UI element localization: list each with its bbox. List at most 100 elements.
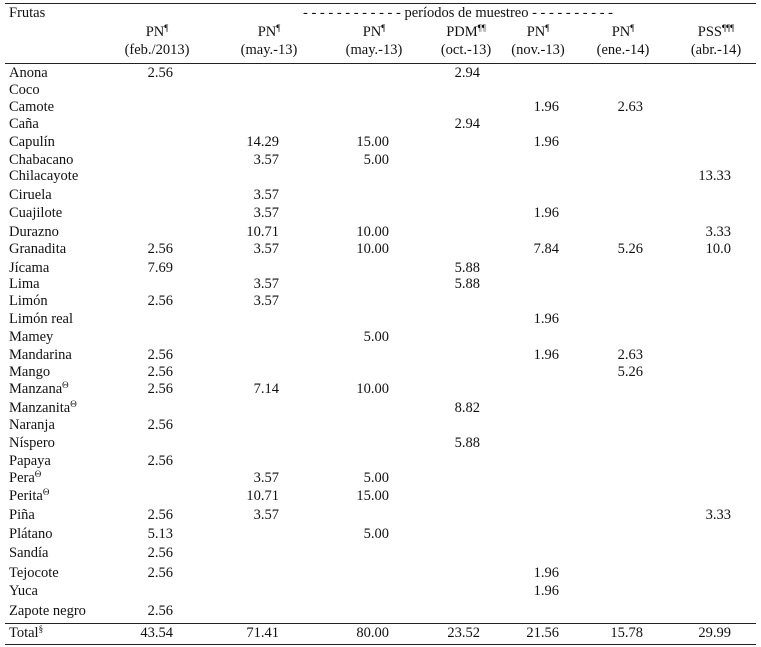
table-cell: 1.96 <box>533 311 559 327</box>
fruit-name: Cuajilote <box>9 205 62 221</box>
table-cell: 5.00 <box>363 470 389 486</box>
column-title: PDM <box>446 24 478 40</box>
table-cell: 2.56 <box>147 241 173 257</box>
fruit-label: Zapote negro <box>9 603 86 619</box>
fruit-name: Limón <box>9 293 48 309</box>
table-cell: 15.78 <box>610 625 643 641</box>
bottom-rule <box>5 644 756 645</box>
table-cell: 1.96 <box>533 205 559 221</box>
column-title: PN <box>362 24 382 40</box>
fruit-name: Capulín <box>9 134 55 150</box>
fruit-name: Mango <box>9 364 50 380</box>
fruit-label: Piña <box>9 507 35 523</box>
fruit-name: Lima <box>9 276 40 292</box>
column-footnote-mark: ¶¶¶ <box>721 23 735 33</box>
table-cell: 7.69 <box>147 260 173 276</box>
fruit-label: Chabacano <box>9 152 74 168</box>
fruit-name: Chilacayote <box>9 168 78 184</box>
table-cell: 7.84 <box>533 241 559 257</box>
column-period: (abr.-14) <box>690 42 742 58</box>
table-cell: 3.57 <box>253 205 279 221</box>
table-cell: 10.00 <box>356 241 389 257</box>
fruit-name: Limón real <box>9 311 73 327</box>
table-cell: 3.57 <box>253 293 279 309</box>
fruit-label: Total <box>9 625 39 641</box>
table-cell: 5.88 <box>454 435 480 451</box>
fruit-label: Pera <box>9 470 35 486</box>
footnote-mark: Θ <box>62 380 69 390</box>
column-footnote-mark: ¶ <box>381 23 386 33</box>
fruit-name: Mamey <box>9 329 53 345</box>
table-cell: 71.41 <box>246 625 279 641</box>
table-cell: 2.63 <box>617 99 643 115</box>
table-cell: 43.54 <box>140 625 173 641</box>
fruit-name: Tejocote <box>9 565 59 581</box>
fruit-name: Ciruela <box>9 187 52 203</box>
fruit-name: Piña <box>9 507 35 523</box>
fruit-name: Sandía <box>9 545 48 561</box>
fruit-label: Mamey <box>9 329 54 345</box>
fruit-label: Caña <box>9 116 39 132</box>
stub-header: Frutas <box>9 5 46 21</box>
fruit-label: Camote <box>9 99 55 115</box>
table-cell: 1.96 <box>533 565 559 581</box>
fruit-label: Mango <box>9 364 51 380</box>
table-cell: 3.33 <box>705 507 731 523</box>
table-cell: 2.94 <box>454 116 480 132</box>
column-header: PDM¶¶ (oct.-13) <box>421 23 511 59</box>
table-cell: 13.33 <box>698 168 731 184</box>
fruit-label: Limón real <box>9 311 74 327</box>
footnote-mark: Θ <box>70 399 77 409</box>
column-header: PN¶ (may.-13) <box>329 23 419 59</box>
fruit-label: Chilacayote <box>9 168 79 184</box>
fruit-label: Coco <box>9 82 40 98</box>
fruit-label: Plátano <box>9 526 53 542</box>
table-cell: 3.57 <box>253 241 279 257</box>
fruit-label: Papaya <box>9 453 51 469</box>
table-cell: 2.94 <box>454 65 480 81</box>
table-cell: 5.26 <box>617 241 643 257</box>
column-title: PN <box>611 24 631 40</box>
fruit-name: Durazno <box>9 224 59 240</box>
fruit-label: Sandía <box>9 545 49 561</box>
fruit-label: Cuajilote <box>9 205 63 221</box>
fruit-name: Mandarina <box>9 347 72 363</box>
table-cell: 1.96 <box>533 347 559 363</box>
fruit-name: Níspero <box>9 435 55 451</box>
footnote-mark: § <box>38 624 44 634</box>
footnote-mark: Θ <box>34 469 42 479</box>
table-cell: 3.57 <box>253 152 279 168</box>
total-rule <box>5 623 756 624</box>
fruit-label: Limón <box>9 293 48 309</box>
table-cell: 3.57 <box>253 470 279 486</box>
fruit-name: Total§ <box>9 624 44 642</box>
column-period: (may.-13) <box>345 42 403 58</box>
fruit-name: Coco <box>9 82 40 98</box>
column-period: (oct.-13) <box>440 42 492 58</box>
column-footnote-mark: ¶ <box>630 23 635 33</box>
table-cell: 10.71 <box>246 488 279 504</box>
fruit-name: ManzanaΘ <box>9 380 69 398</box>
column-period: (may.-13) <box>240 42 298 58</box>
fruit-label: Lima <box>9 276 40 292</box>
table-cell: 2.56 <box>147 65 173 81</box>
column-footnote-mark: ¶¶ <box>477 23 486 33</box>
fruit-label: Perita <box>9 488 43 504</box>
footnote-mark: Θ <box>42 487 50 497</box>
fruit-label: Mandarina <box>9 347 72 363</box>
fruit-label: Granadita <box>9 241 67 257</box>
fruit-label: Jícama <box>9 260 50 276</box>
table-cell: 15.00 <box>356 134 389 150</box>
table-cell: 5.00 <box>363 152 389 168</box>
fruit-label: Manzana <box>9 381 63 397</box>
fruit-name: Naranja <box>9 417 55 433</box>
table-cell: 2.56 <box>147 364 173 380</box>
table-cell: 80.00 <box>356 625 389 641</box>
table-cell: 2.56 <box>147 293 173 309</box>
column-period: (feb./2013) <box>124 42 190 58</box>
table-cell: 5.88 <box>454 276 480 292</box>
column-title: PN <box>145 24 165 40</box>
fruit-label: Durazno <box>9 224 59 240</box>
column-period: (ene.-14) <box>596 42 650 58</box>
column-header: PN¶ (feb./2013) <box>112 23 202 59</box>
